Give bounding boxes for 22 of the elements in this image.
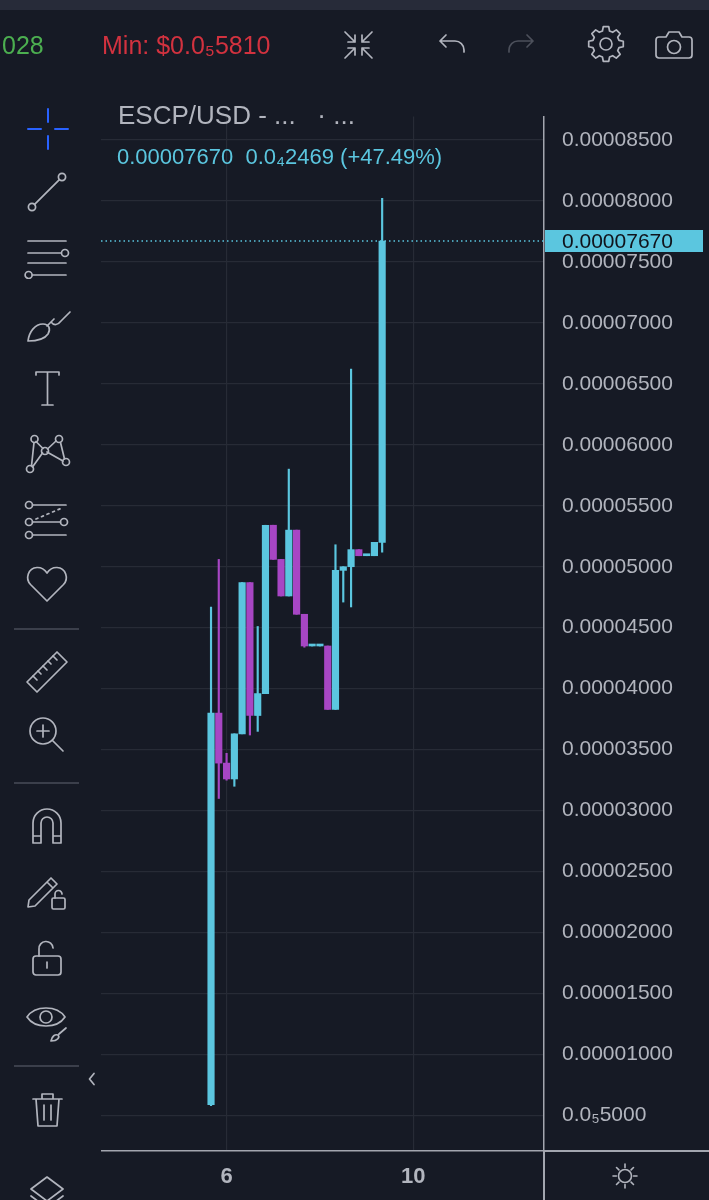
- y-tick-label: 0.00008000: [562, 187, 673, 211]
- y-tick-label: 0.00002000: [562, 919, 673, 943]
- y-tick-label: 0.00005000: [562, 553, 673, 577]
- y-tick-label: 0.00007000: [562, 309, 673, 333]
- x-tick-label: 10: [401, 1163, 426, 1189]
- y-tick-label: 0.0₅5000: [562, 1102, 647, 1126]
- y-tick-label: 0.00006000: [562, 431, 673, 455]
- text: 0.00007670 0.0₄2469 (+47.49%): [117, 144, 443, 169]
- y-tick-label: 0.00003000: [562, 797, 673, 821]
- y-tick-label: 0.00001000: [562, 1041, 673, 1065]
- y-tick-label: 0.00004000: [562, 675, 673, 699]
- y-tick-label: 0.00004500: [562, 614, 673, 638]
- y-tick-label: 0.00001500: [562, 980, 673, 1004]
- y-tick-label: 0.00002500: [562, 858, 673, 882]
- x-tick-label: 6: [220, 1163, 233, 1189]
- chart-title: ESCP/USD - ... · ...: [118, 100, 355, 130]
- text: Min: $0.0₅5810: [102, 30, 271, 60]
- y-tick-label: 0.00005500: [562, 492, 673, 516]
- y-tick-label: 0.00008500: [562, 126, 673, 150]
- y-tick-label: 0.00006500: [562, 370, 673, 394]
- text: 028: [2, 30, 44, 60]
- y-tick-label: 0.00003500: [562, 736, 673, 760]
